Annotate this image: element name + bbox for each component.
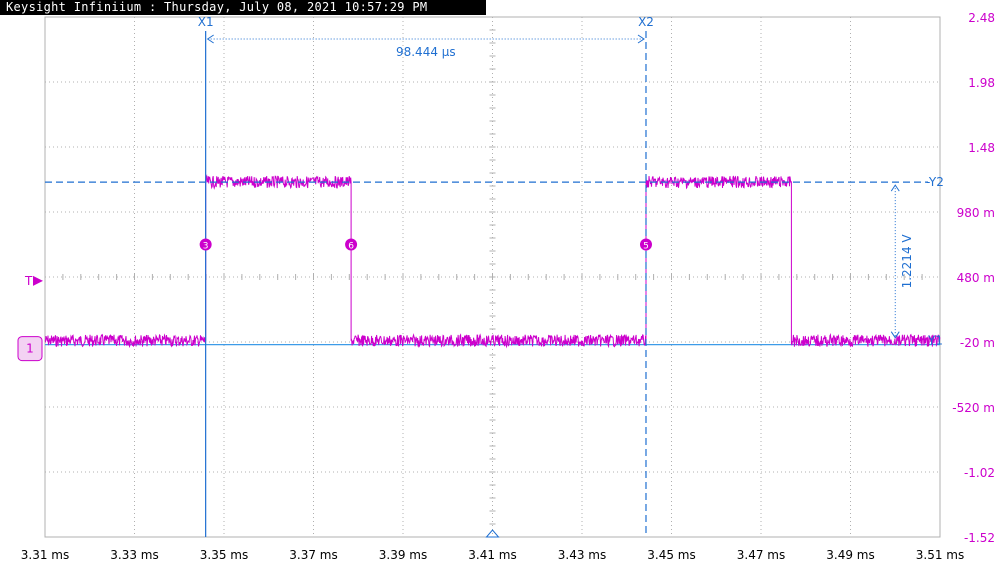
y-tick-label: -1.02 (964, 466, 995, 480)
x-tick-label: 3.35 ms (200, 548, 248, 562)
x-tick-label: 3.41 ms (468, 548, 516, 562)
edge-marker (199, 238, 212, 251)
edge-marker (345, 238, 358, 251)
trigger-label: T (24, 274, 33, 288)
x-tick-label: 3.45 ms (647, 548, 695, 562)
delta-t-arrowhead-right (637, 34, 645, 44)
y2-label: -Y2 (926, 175, 944, 189)
delta-v-value: 1.2214 V (900, 234, 914, 289)
scale-labels: 3.31 ms 3.33 ms 3.35 ms 3.37 ms 3.39 ms 3.41 … (21, 11, 995, 562)
waveform-trace (44, 174, 941, 349)
trigger-level-icon (33, 275, 43, 286)
x2-label: X2 (638, 15, 654, 29)
edge-marker (639, 238, 652, 251)
channel-1-label: 1 (26, 342, 34, 356)
x-tick-label: 3.47 ms (737, 548, 785, 562)
x-tick-label: 3.49 ms (826, 548, 874, 562)
y-tick-label: 1.48 (968, 141, 995, 155)
cursor-layer: X1 X2 -Y2 Y1 98.444 µs 1.2214 V 3 6 5 T 1 (17, 15, 944, 538)
y-tick-label: 980 m (957, 206, 995, 220)
delta-t-arrowhead-left (206, 34, 214, 44)
y-tick-label: -520 m (952, 401, 995, 415)
delta-v-arrowhead-bottom (890, 331, 900, 339)
x-tick-label: 3.43 ms (558, 548, 606, 562)
y1-label: Y1 (927, 334, 943, 348)
window-title: Keysight Infiniium : Thursday, July 08, … (0, 0, 486, 15)
channel-1-marker (17, 336, 43, 362)
delta-v-arrowhead-top (890, 184, 900, 192)
waveform-layer (44, 174, 941, 349)
x-tick-label: 3.37 ms (289, 548, 337, 562)
edge-marker-label: 6 (348, 242, 354, 252)
y-tick-label: -20 m (960, 336, 995, 350)
y-tick-label: 2.48 (968, 11, 995, 25)
edge-marker-label: 3 (203, 242, 209, 252)
edge-marker-label: 5 (643, 242, 649, 252)
x-tick-label: 3.31 ms (21, 548, 69, 562)
time-reference-icon (485, 529, 500, 538)
y-tick-label: 480 m (957, 271, 995, 285)
x1-label: X1 (198, 15, 214, 29)
x-tick-label: 3.39 ms (379, 548, 427, 562)
y-tick-label: 1.98 (968, 76, 995, 90)
graticule (44, 16, 941, 538)
delta-t-value: 98.444 µs (396, 45, 456, 59)
y-tick-label: -1.52 (964, 531, 995, 545)
x-tick-label: 3.51 ms (916, 548, 964, 562)
x-tick-label: 3.33 ms (110, 548, 158, 562)
